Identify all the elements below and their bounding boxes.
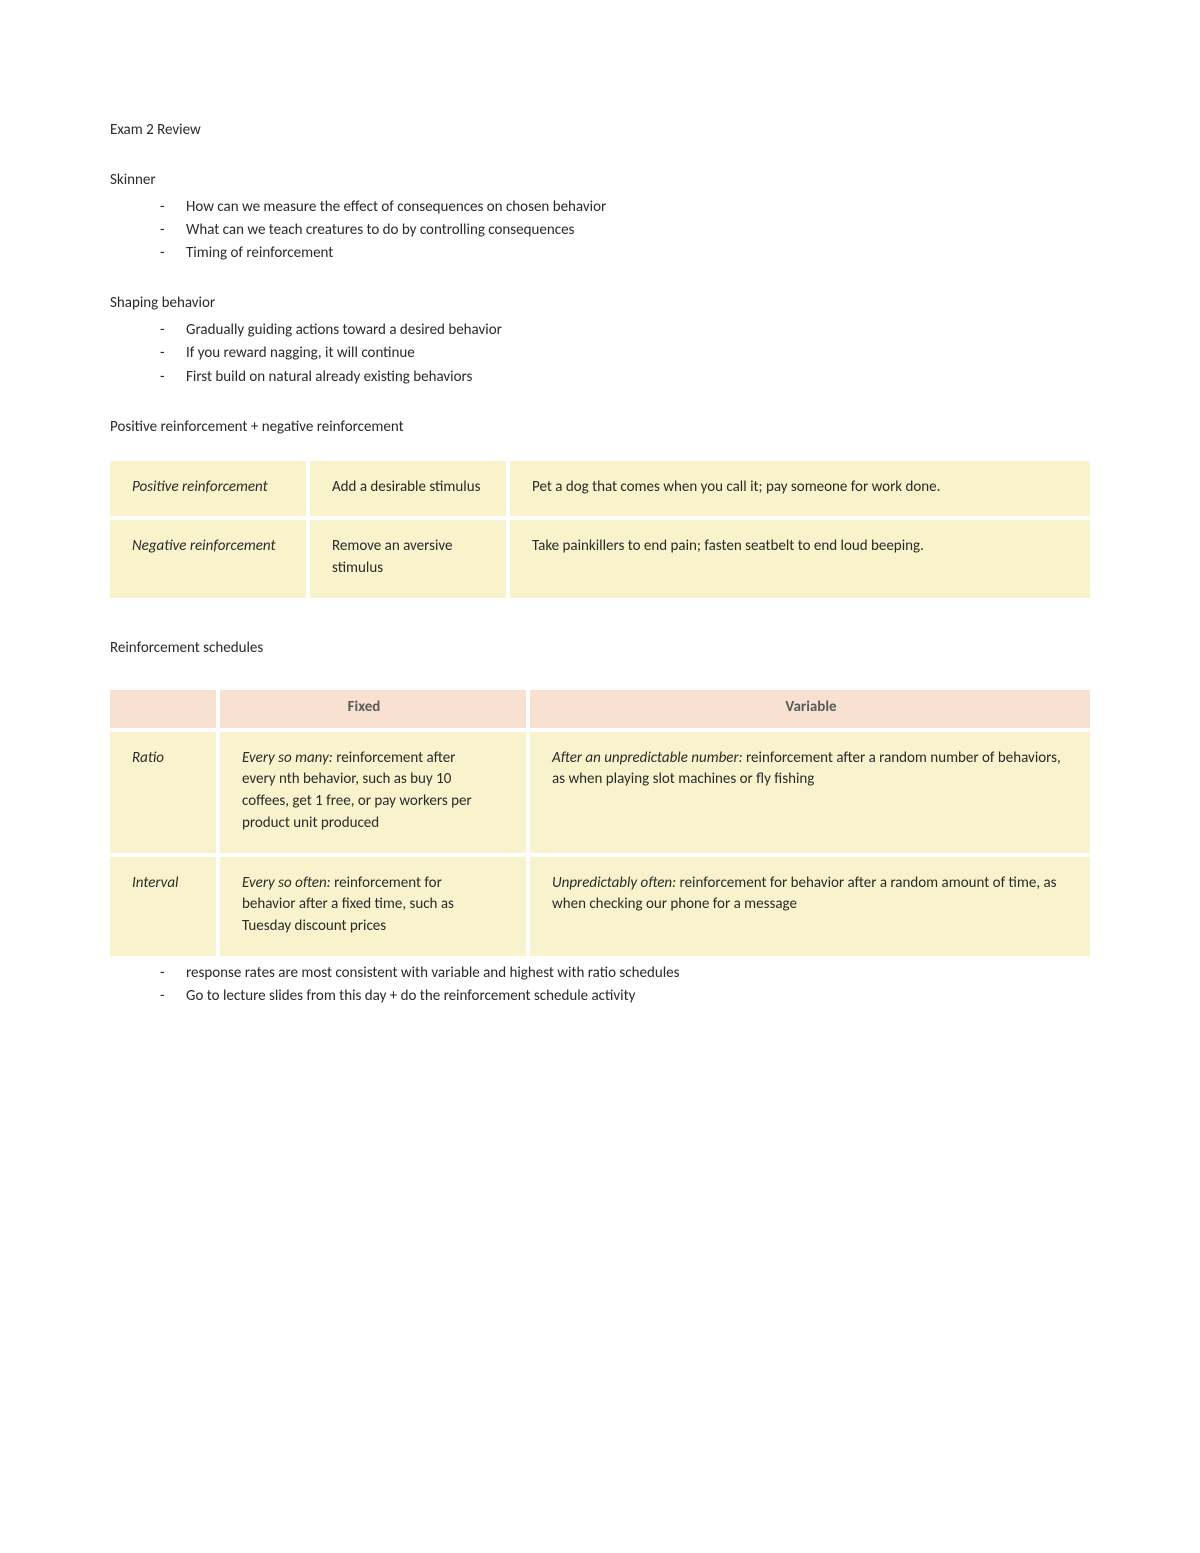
list-item: Go to lecture slides from this day + do … <box>160 985 1090 1008</box>
table-cell-action: Add a desirable stimulus <box>310 461 510 517</box>
list-item: How can we measure the effect of consequ… <box>160 196 1090 219</box>
list-item: response rates are most consistent with … <box>160 962 1090 985</box>
section-heading-schedules: Reinforcement schedules <box>110 638 1090 660</box>
table-cell: Every so often: reinforcement for behavi… <box>220 857 530 956</box>
section-heading-posneg: Positive reinforcement + negative reinfo… <box>110 417 1090 439</box>
trailing-list: response rates are most consistent with … <box>110 962 1090 1009</box>
doc-title: Exam 2 Review <box>110 120 1090 142</box>
table-header-fixed: Fixed <box>220 690 530 728</box>
schedule-table: Fixed Variable Ratio Every so many: rein… <box>110 690 1090 956</box>
table-header-variable: Variable <box>530 690 1090 728</box>
table-row-label: Ratio <box>110 732 220 853</box>
list-item: First build on natural already existing … <box>160 366 1090 389</box>
section-heading-skinner: Skinner <box>110 170 1090 192</box>
skinner-list: How can we measure the effect of consequ… <box>110 196 1090 266</box>
list-item: Timing of reinforcement <box>160 242 1090 265</box>
cell-lead: Every so often: <box>242 874 331 892</box>
cell-lead: After an unpredictable number: <box>552 749 743 767</box>
list-item: What can we teach creatures to do by con… <box>160 219 1090 242</box>
table-cell: After an unpredictable number: reinforce… <box>530 732 1090 853</box>
table-header-empty <box>110 690 220 728</box>
table-cell: Every so many: reinforcement after every… <box>220 732 530 853</box>
cell-lead: Unpredictably often: <box>552 874 676 892</box>
list-item: Gradually guiding actions toward a desir… <box>160 319 1090 342</box>
table-cell-action: Remove an aversive stimulus <box>310 520 510 598</box>
table-cell-example: Pet a dog that comes when you call it; p… <box>510 461 1090 517</box>
shaping-list: Gradually guiding actions toward a desir… <box>110 319 1090 389</box>
table-cell-example: Take painkillers to end pain; fasten sea… <box>510 520 1090 598</box>
section-heading-shaping: Shaping behavior <box>110 293 1090 315</box>
table-cell-label: Positive reinforcement <box>110 461 310 517</box>
list-item: If you reward nagging, it will continue <box>160 342 1090 365</box>
table-cell: Unpredictably often: reinforcement for b… <box>530 857 1090 956</box>
table-cell-label: Negative reinforcement <box>110 520 310 598</box>
reinforcement-type-table: Positive reinforcement Add a desirable s… <box>110 461 1090 598</box>
cell-lead: Every so many: <box>242 749 333 767</box>
table-row-label: Interval <box>110 857 220 956</box>
